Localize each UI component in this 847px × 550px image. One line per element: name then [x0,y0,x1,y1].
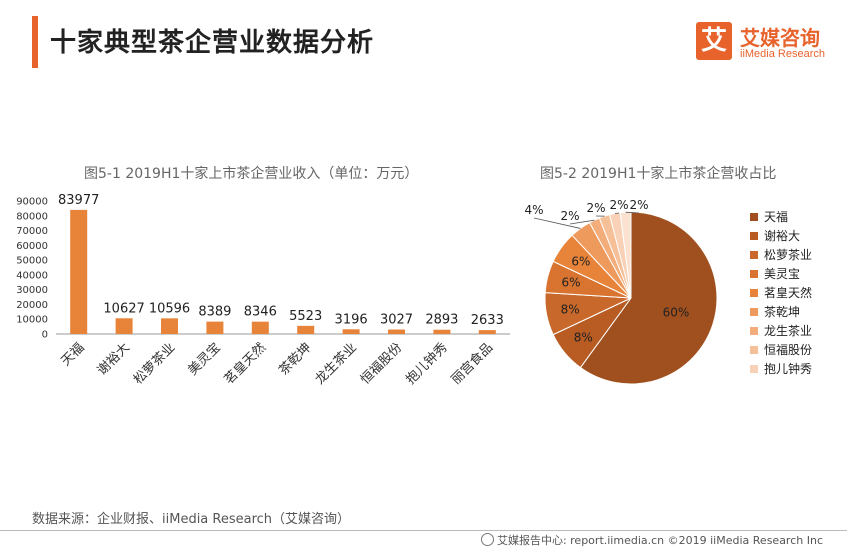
legend-label: 美灵宝 [764,267,800,281]
pie-leader-line [569,219,595,225]
footer-divider [0,530,847,531]
pie-slice-label: 2% [586,201,605,215]
x-tick-label: 丽宫食品 [448,340,496,388]
legend-swatch [750,365,758,373]
legend-swatch [750,308,758,316]
x-tick-label: 龙生茶业 [312,340,360,388]
pie-leader-line [625,211,640,214]
bar [251,321,269,334]
bar-value-label: 3027 [380,313,413,328]
legend-swatch [750,251,758,259]
y-tick-label: 0 [42,330,48,341]
legend-label: 恒福股份 [764,342,812,357]
iimedia-logo: 艾 艾媒咨询 iiMedia Research [696,22,836,66]
pie-chart-title: 图5-2 2019H1十家上市茶企营收占比 [540,166,777,182]
pie-slice-label: 2% [609,198,628,212]
logo-chinese-name: 艾媒咨询 [740,26,820,50]
bar [478,330,496,334]
pie-slice [619,211,632,299]
logo-mark: 艾 [696,22,732,60]
legend-swatch [750,270,758,278]
x-tick-label: 天福 [59,340,88,369]
pie-slice [579,211,718,385]
legend-label: 抱儿钟秀 [764,361,812,376]
x-tick-label: 谢裕大 [94,340,133,379]
y-tick-label: 50000 [16,256,48,267]
bar-value-label: 5523 [289,309,322,324]
pie-slice-label: 6% [562,276,581,290]
bar [70,209,88,334]
bar-value-label: 10627 [103,301,144,316]
legend-swatch [750,289,758,297]
logo-english-name: iiMedia Research [740,48,825,60]
pie-slice-label: 8% [574,330,593,344]
legend-label: 龙生茶业 [764,323,812,338]
legend-label: 天福 [764,209,788,224]
legend-label: 茶乾坤 [764,304,800,319]
bar [115,318,133,334]
y-tick-label: 20000 [16,300,48,311]
bar-chart: 0 10000 20000 30000 40000 50000 60000 70000 8000… [16,193,510,388]
bar-value-label: 8346 [244,305,277,320]
y-tick-label: 90000 [16,197,48,208]
data-source-note: 数据来源：企业财报、iiMedia Research（艾媒咨询） [32,512,351,527]
pie-slice-label: 8% [561,303,580,317]
bar [297,325,315,334]
y-tick-label: 80000 [16,211,48,222]
x-tick-label: 松萝茶业 [130,340,178,388]
bar-value-label: 2893 [425,313,458,328]
legend-label: 谢裕大 [764,228,800,243]
bar [206,321,224,334]
legend-swatch [750,327,758,335]
pie-leader-line [533,217,581,229]
pie-chart: 60%8%8%6%6%4% 2%2% 2% 2%天福谢裕大松萝茶业美灵宝茗皇天然茶乾坤… [524,198,812,385]
y-tick-label: 40000 [16,270,48,281]
footer: 艾媒报告中心: report.iimedia.cn ©2019 iiMedia … [480,532,823,548]
title-accent-bar [32,16,38,68]
bar-value-label: 10596 [149,301,190,316]
x-tick-label: 茗皇天然 [221,340,269,388]
globe-icon [480,533,494,546]
x-tick-label: 茶乾坤 [276,340,315,379]
legend-swatch [750,232,758,240]
pie-slice-label: 2% [629,198,648,212]
bar-value-label: 3196 [335,312,368,327]
legend-swatch [750,346,758,354]
footer-text: 艾媒报告中心: report.iimedia.cn ©2019 iiMedia … [496,534,823,547]
pie-leader-line [614,212,620,214]
bar-value-label: 8389 [198,305,231,320]
y-tick-label: 60000 [16,241,48,252]
bar-chart-title: 图5-1 2019H1十家上市茶企营业收入（单位：万元） [84,166,419,182]
bar [388,329,405,334]
legend-label: 松萝茶业 [764,247,812,262]
bar-value-label: 83977 [58,193,99,208]
y-tick-label: 70000 [16,226,48,237]
bar [433,329,451,334]
pie-slice-label: 6% [571,255,590,269]
page-title: 十家典型茶企营业数据分析 [50,28,375,58]
legend-label: 茗皇天然 [764,285,812,300]
bar-value-label: 2633 [471,313,504,328]
bar [342,329,360,334]
pie-slice-label: 60% [663,306,690,320]
bar [161,318,178,334]
x-tick-label: 美灵宝 [186,340,224,378]
x-tick-label: 抱儿钟秀 [403,340,451,388]
x-tick-label: 恒福股份 [358,340,405,387]
pie-slice-label: 4% [524,203,543,217]
legend-swatch [750,213,758,221]
pie-slice-label: 2% [560,209,579,223]
y-tick-label: 30000 [16,285,48,296]
y-tick-label: 10000 [16,315,48,326]
